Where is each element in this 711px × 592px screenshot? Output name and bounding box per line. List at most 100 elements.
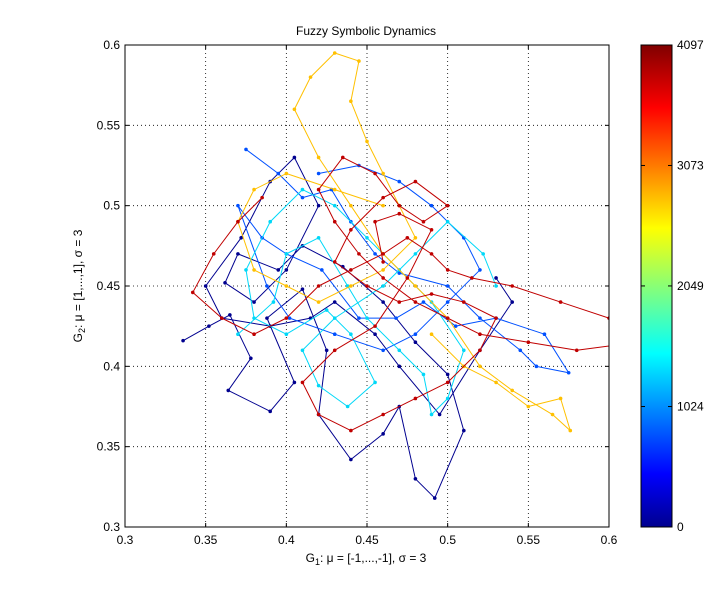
trajectory-point xyxy=(510,300,514,304)
trajectory-point xyxy=(308,75,313,79)
trajectory-point xyxy=(445,372,450,377)
trajectory-point xyxy=(300,287,305,292)
trajectory-point xyxy=(276,268,281,272)
trajectory-point xyxy=(462,300,466,304)
trajectory-point xyxy=(226,388,231,393)
trajectory-point xyxy=(478,348,482,353)
trajectory-point xyxy=(300,380,305,385)
trajectory-point xyxy=(445,219,450,224)
trajectory-point xyxy=(332,219,337,224)
trajectory-point xyxy=(381,300,385,304)
trajectory-point xyxy=(244,268,248,272)
trajectory-point xyxy=(284,316,289,320)
trajectory-point xyxy=(365,284,369,288)
y-tick-label: 0.4 xyxy=(103,359,120,373)
trajectory-point xyxy=(373,324,377,328)
trajectory-point xyxy=(494,276,498,280)
trajectory-point xyxy=(445,268,450,272)
trajectory-point xyxy=(341,155,345,160)
trajectory-point xyxy=(349,457,353,462)
trajectory-point xyxy=(211,252,216,256)
trajectory-point xyxy=(478,332,482,337)
trajectory-segment-2 xyxy=(237,189,497,416)
trajectory-point xyxy=(478,268,482,272)
x-tick-label: 0.4 xyxy=(278,533,295,547)
trajectory-point xyxy=(252,300,256,304)
trajectory-point xyxy=(397,271,402,275)
trajectory-point xyxy=(623,342,627,346)
trajectory-point xyxy=(373,171,377,176)
trajectory-point xyxy=(190,290,195,295)
trajectory-point xyxy=(413,340,418,345)
trajectory-point xyxy=(236,332,240,337)
trajectory-point xyxy=(316,383,321,388)
trajectory-point xyxy=(357,316,361,320)
trajectory-point xyxy=(494,380,498,385)
y-tick-label: 0.55 xyxy=(97,118,121,132)
trajectory-point xyxy=(381,268,385,272)
trajectory-point xyxy=(292,155,297,160)
trajectory-point xyxy=(566,370,571,375)
trajectory-point xyxy=(220,316,224,320)
trajectory-point xyxy=(510,388,514,393)
trajectory-point xyxy=(381,195,385,200)
x-tick-label: 0.5 xyxy=(439,533,456,547)
trajectory-point xyxy=(413,300,418,304)
colorbar-tick-label: 1024 xyxy=(677,400,704,414)
trajectory-point xyxy=(268,409,273,414)
trajectory-point xyxy=(223,280,227,285)
trajectory-point xyxy=(203,284,208,288)
trajectory-point xyxy=(324,308,329,312)
colorbar-tick-label: 4097 xyxy=(677,38,704,52)
trajectory-point xyxy=(284,252,289,256)
trajectory-point xyxy=(320,268,324,272)
trajectory-point xyxy=(236,252,240,256)
trajectory-point xyxy=(332,203,337,208)
trajectory-point xyxy=(349,284,353,288)
trajectory-point xyxy=(300,348,305,353)
trajectory-point xyxy=(252,332,256,337)
trajectory-point xyxy=(349,203,353,208)
trajectory-point xyxy=(316,187,321,192)
trajectory-point xyxy=(542,332,547,337)
trajectory-point xyxy=(265,284,269,288)
colorbar xyxy=(640,44,673,528)
trajectory-point xyxy=(357,59,361,63)
trajectory-point xyxy=(292,107,297,112)
y-tick-label: 0.35 xyxy=(97,440,121,454)
x-tick-label: 0.35 xyxy=(194,533,218,547)
trajectory-point xyxy=(316,284,321,288)
trajectory-point xyxy=(429,332,434,337)
trajectory-point xyxy=(413,179,418,184)
x-tick-label: 0.45 xyxy=(355,533,379,547)
trajectory-point xyxy=(526,404,531,409)
trajectory-point xyxy=(207,324,211,328)
trajectory-point xyxy=(287,316,292,320)
trajectory-point xyxy=(432,496,437,500)
trajectory-point xyxy=(397,364,402,369)
trajectory-point xyxy=(332,316,337,320)
trajectory-point xyxy=(316,171,321,176)
trajectory-point xyxy=(397,179,402,184)
trajectory-point xyxy=(462,428,466,433)
trajectory-point xyxy=(249,356,253,361)
trajectory-point xyxy=(470,276,474,280)
trajectory-point xyxy=(284,268,289,272)
trajectory-point xyxy=(181,338,185,343)
trajectory-point xyxy=(574,348,579,353)
x-tick-label: 0.6 xyxy=(601,533,618,547)
trajectory-point xyxy=(381,260,385,264)
trajectory-point xyxy=(228,313,232,317)
trajectory-point xyxy=(284,284,289,288)
trajectory-point xyxy=(494,284,498,288)
trajectory-point xyxy=(268,219,273,224)
trajectory-point xyxy=(437,412,442,417)
trajectory-point xyxy=(568,428,573,433)
trajectory xyxy=(181,51,627,500)
trajectory-point xyxy=(518,348,523,353)
trajectory-point xyxy=(252,268,256,272)
colorbar-tick-label: 3073 xyxy=(677,158,704,172)
trajectory-point xyxy=(332,260,337,264)
y-tick-label: 0.5 xyxy=(103,199,120,213)
